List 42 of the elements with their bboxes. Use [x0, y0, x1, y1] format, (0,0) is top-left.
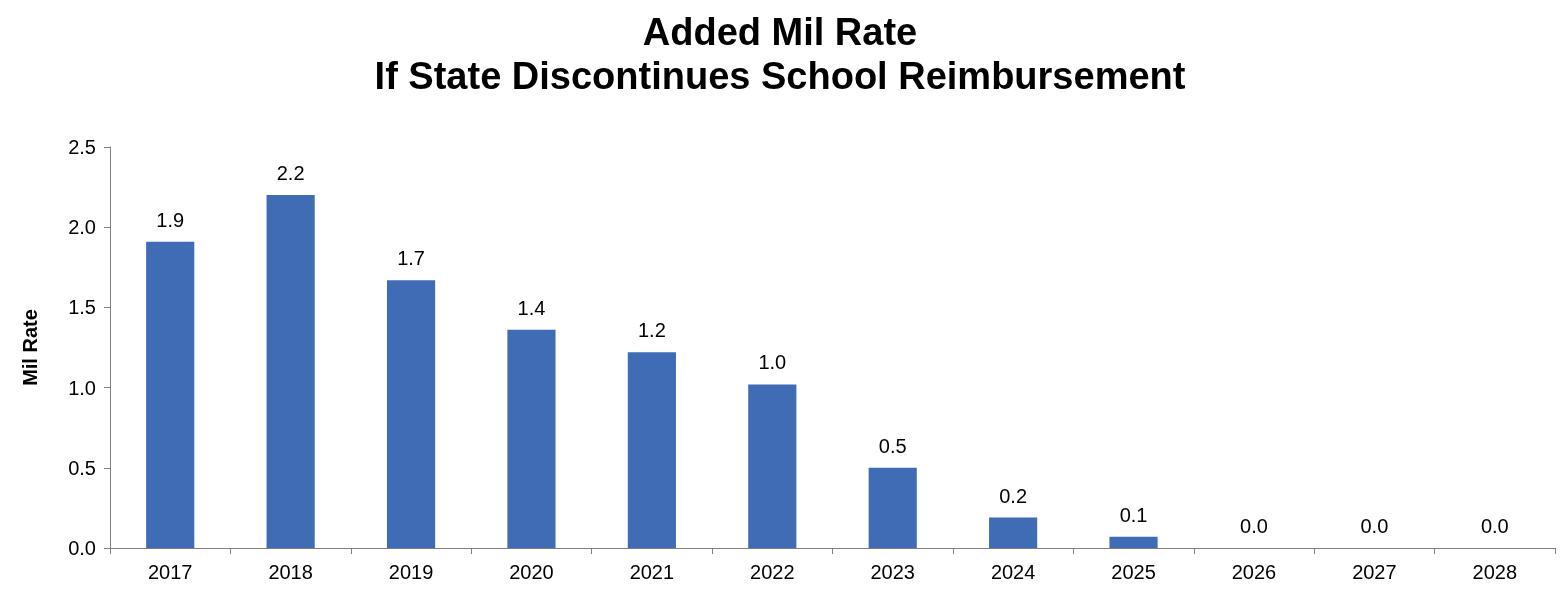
x-tick-label: 2021	[629, 561, 675, 583]
x-tick-label: 2022	[750, 561, 795, 583]
x-tick-label: 2026	[1231, 561, 1277, 583]
bar	[989, 517, 1038, 548]
data-label: 1.7	[397, 247, 425, 270]
x-tick-label: 2019	[388, 561, 434, 583]
data-label: 1.9	[156, 208, 185, 231]
y-tick-label: 0.5	[68, 456, 96, 479]
x-tick-label: 2025	[1111, 561, 1156, 583]
bar	[266, 195, 315, 548]
data-label: 0.0	[1480, 515, 1509, 537]
y-tick-label: 2.0	[68, 216, 96, 239]
x-tick-label: 2023	[870, 561, 915, 583]
bar	[748, 384, 797, 548]
x-tick-label: 2018	[268, 561, 313, 583]
chart-title: Added Mil Rate	[642, 11, 918, 53]
y-tick-label: 1.0	[68, 376, 96, 399]
data-label: 1.4	[517, 296, 546, 319]
x-tick-label: 2017	[147, 561, 193, 583]
data-label: 1.0	[758, 351, 787, 374]
y-tick-label: 0.0	[68, 537, 96, 559]
bar	[507, 329, 556, 548]
bar	[386, 280, 436, 548]
chart-subtitle: If State Discontinues School Reimbursement	[374, 55, 1186, 97]
data-label: 0.2	[999, 484, 1028, 507]
bar	[627, 352, 676, 548]
y-axis-title: Mil Rate	[19, 309, 41, 386]
bar	[146, 241, 195, 548]
data-label: 0.5	[878, 434, 907, 457]
x-tick-label: 2028	[1472, 561, 1518, 583]
data-label: 0.0	[1360, 515, 1389, 537]
data-label: 0.1	[1119, 503, 1148, 526]
x-tick-label: 2020	[509, 561, 554, 583]
x-tick-label: 2027	[1352, 561, 1397, 583]
bar	[1109, 536, 1158, 548]
data-label: 2.2	[276, 162, 305, 185]
bar	[868, 467, 917, 548]
data-label: 0.0	[1240, 515, 1268, 537]
y-tick-label: 1.5	[68, 296, 96, 319]
data-label: 1.2	[637, 319, 666, 342]
x-tick-label: 2024	[990, 561, 1036, 583]
y-tick-label: 2.5	[68, 136, 96, 158]
